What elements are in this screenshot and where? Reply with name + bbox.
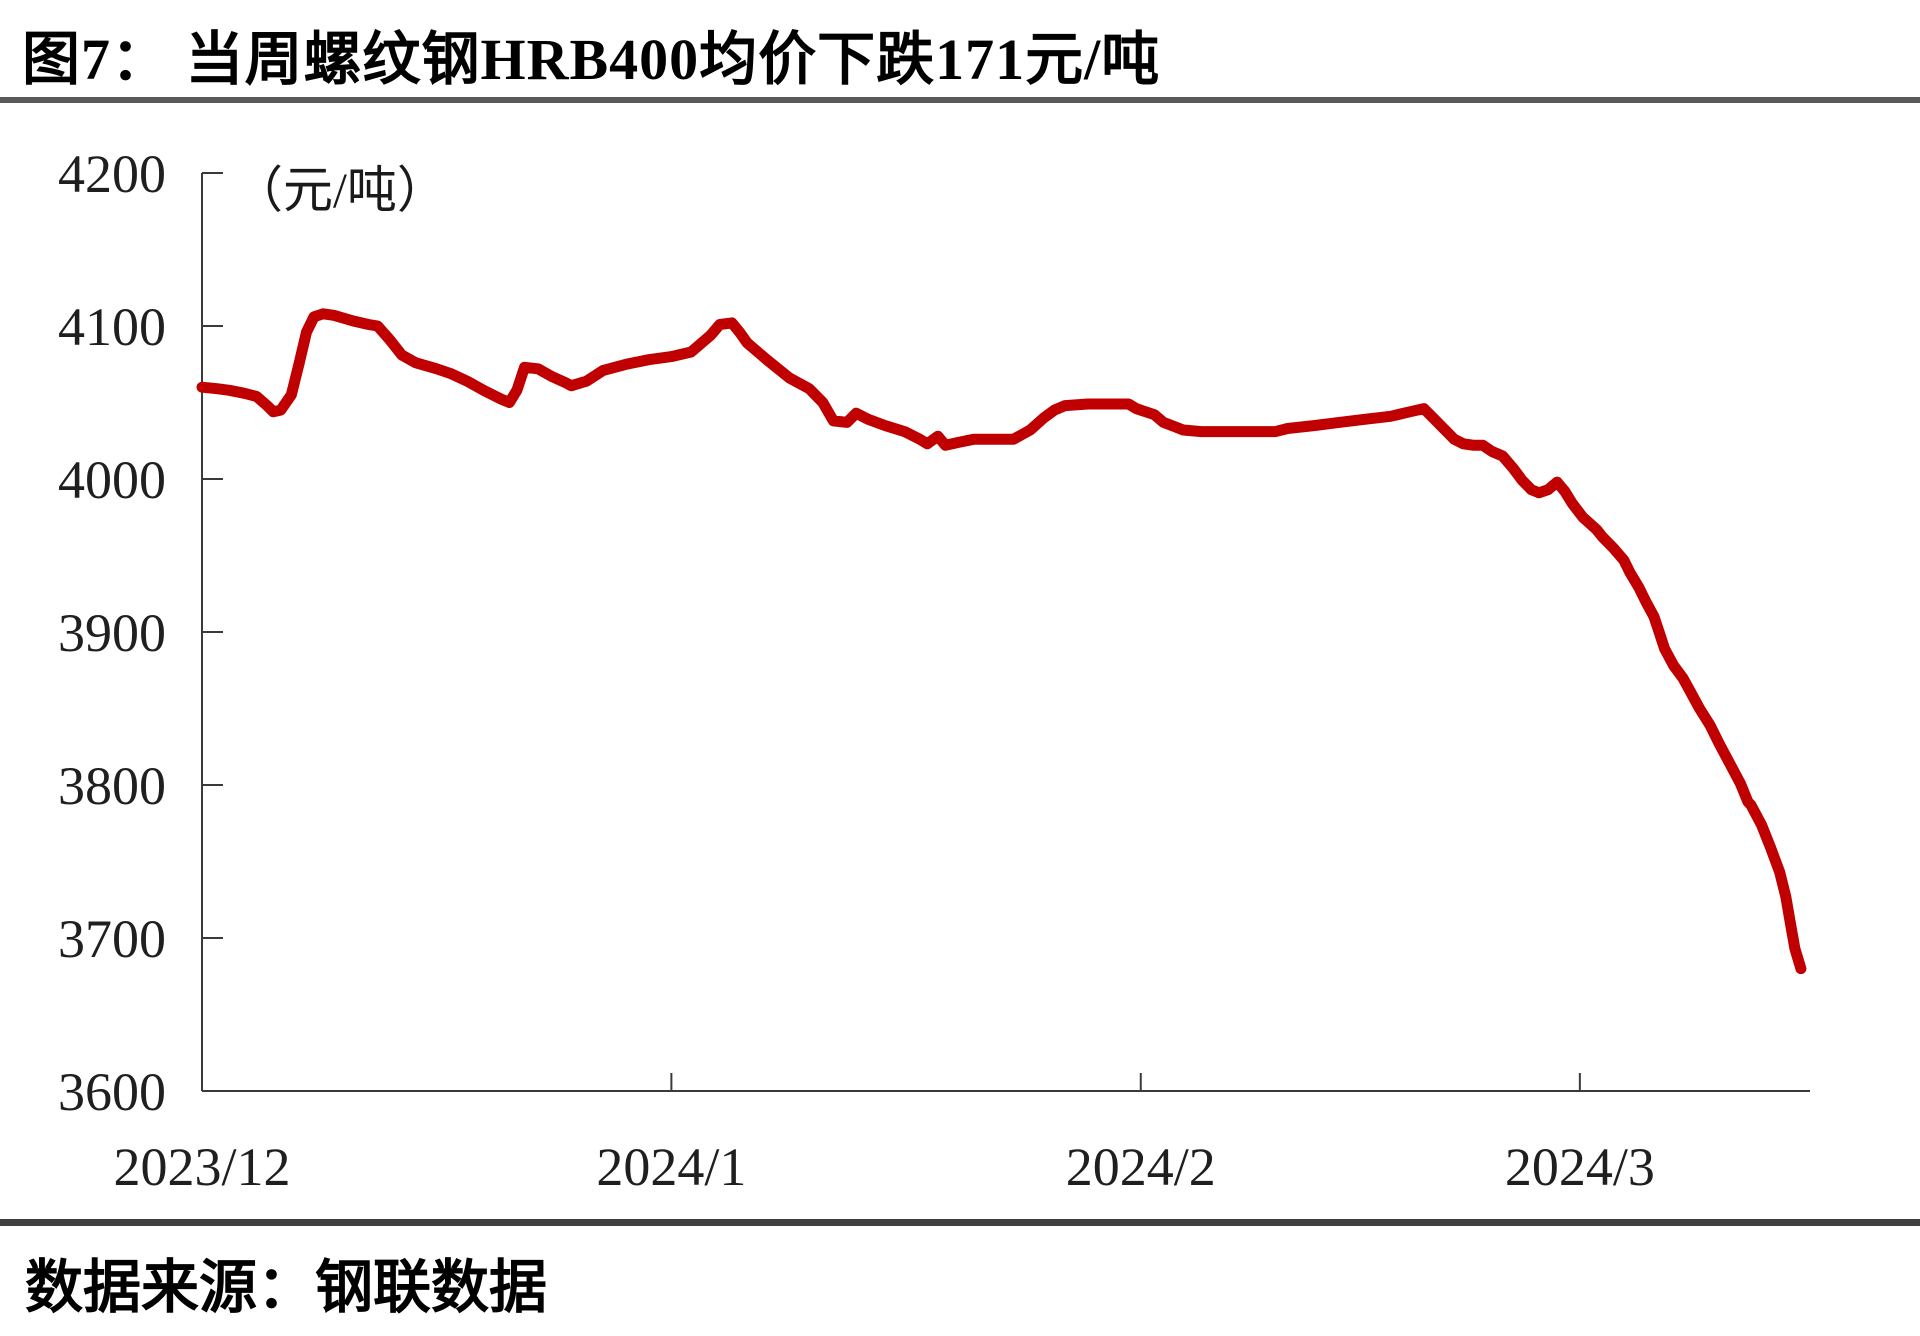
title-divider xyxy=(0,97,1920,103)
y-tick-label: 4000 xyxy=(58,450,166,510)
y-tick-label: 4200 xyxy=(58,144,166,204)
y-tick-label: 3900 xyxy=(58,603,166,663)
y-tick-label: 3600 xyxy=(58,1062,166,1122)
x-tick-label: 2024/2 xyxy=(1066,1137,1216,1197)
figure-title: 图7： 当周螺纹钢HRB400均价下跌171元/吨 xyxy=(22,27,1161,92)
y-axis-unit-label: （元/吨） xyxy=(233,162,447,218)
x-tick-label: 2024/1 xyxy=(596,1137,746,1197)
data-source-label: 数据来源：钢联数据 xyxy=(25,1255,548,1320)
price-line xyxy=(196,308,1807,975)
x-tick-label: 2024/3 xyxy=(1505,1137,1655,1197)
x-tick-label: 2023/12 xyxy=(113,1137,290,1197)
y-tick-label: 4100 xyxy=(58,297,166,357)
y-tick-label: 3800 xyxy=(58,756,166,816)
footer-divider xyxy=(0,1219,1920,1226)
y-tick-label: 3700 xyxy=(58,909,166,969)
